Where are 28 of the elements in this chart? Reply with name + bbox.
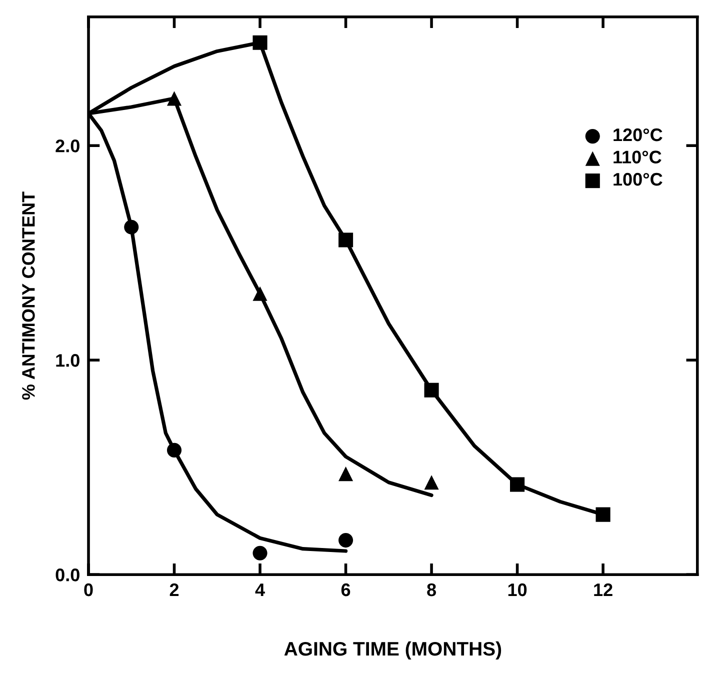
y-tick-label: 2.0	[56, 140, 80, 152]
legend-label: 100°C	[614, 172, 662, 186]
point	[510, 477, 525, 492]
x-tick-label: 10	[508, 583, 527, 596]
y-axis-title: % ANTIMONY CONTENT	[22, 192, 35, 400]
x-tick-label: 2	[170, 583, 179, 596]
legend-label: 110°C	[614, 150, 662, 164]
point	[166, 91, 182, 106]
point	[124, 220, 139, 234]
x-tick-label: 8	[427, 583, 436, 596]
x-tick-label: 6	[341, 583, 350, 596]
point	[338, 466, 354, 482]
x-axis-title: AGING TIME (MONTHS)	[284, 641, 502, 660]
point	[596, 507, 610, 522]
x-tick-label: 4	[255, 584, 265, 596]
legend-label: 120°C	[614, 128, 662, 142]
x-tick-label: 12	[594, 583, 612, 596]
point	[338, 532, 354, 548]
point	[338, 232, 354, 248]
point	[252, 546, 268, 560]
point	[424, 382, 439, 398]
point	[252, 286, 268, 301]
point	[252, 35, 268, 50]
y-tick-label: 0.0	[56, 568, 80, 582]
y-tick-label: 1.0	[56, 354, 80, 367]
point	[424, 475, 439, 490]
x-tick-label: 0	[84, 583, 93, 596]
point	[166, 442, 182, 458]
